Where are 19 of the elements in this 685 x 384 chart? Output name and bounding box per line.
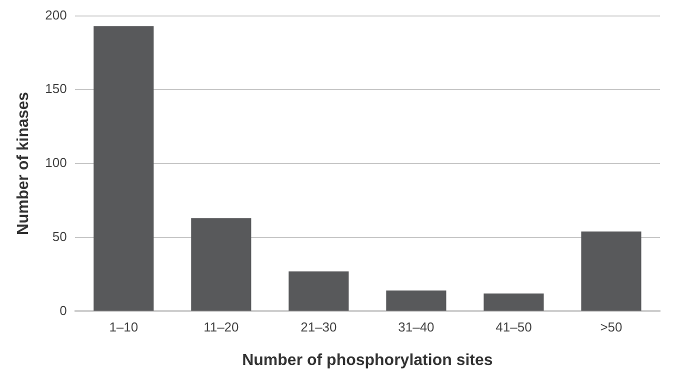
bar bbox=[288, 271, 349, 311]
x-tick-label: >50 bbox=[600, 320, 622, 335]
bar bbox=[581, 231, 642, 311]
y-axis-title: Number of kinases bbox=[15, 92, 32, 236]
y-tick-label: 200 bbox=[45, 7, 67, 22]
y-tick-label: 150 bbox=[45, 81, 67, 96]
x-tick-label: 31–40 bbox=[398, 320, 434, 335]
y-tick-label: 50 bbox=[52, 228, 67, 244]
bar bbox=[94, 26, 154, 311]
y-tick-label: 0 bbox=[60, 302, 67, 318]
y-tick-label: 100 bbox=[45, 155, 67, 170]
x-tick-label: 41–50 bbox=[496, 320, 532, 335]
bar bbox=[386, 290, 446, 311]
x-tick-label: 11–20 bbox=[204, 320, 239, 335]
x-tick-label: 1–10 bbox=[109, 320, 138, 335]
bar bbox=[484, 293, 544, 311]
x-axis-title: Number of phosphorylation sites bbox=[242, 352, 493, 369]
bar bbox=[191, 218, 252, 311]
x-tick-label: 21–30 bbox=[300, 320, 337, 335]
